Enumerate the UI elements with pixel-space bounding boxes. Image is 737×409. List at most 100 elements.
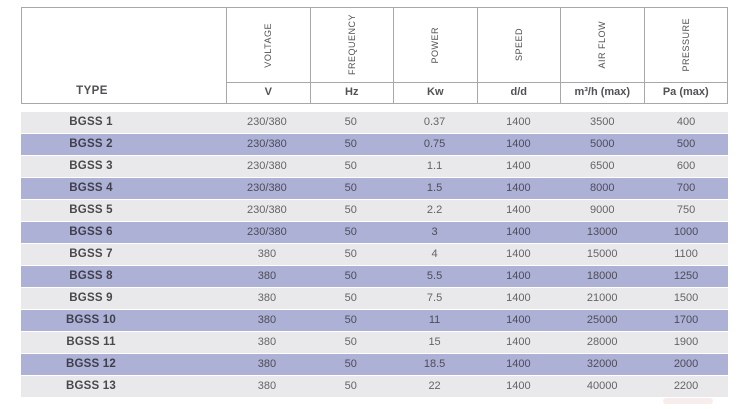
row-voltage-cell: 380 (257, 336, 277, 348)
row-frequency-cell: 50 (344, 182, 357, 194)
row-voltage-cell: 380 (257, 314, 277, 326)
row-speed-cell: 1400 (506, 248, 531, 260)
column-header-airflow: AIR FLOW m³/h (max) (560, 8, 644, 103)
row-power-cell: 0.75 (423, 138, 446, 150)
row-airflow-cell: 15000 (586, 248, 618, 260)
table-row: BGSS 11 380 50 15 1400 28000 1900 (21, 332, 728, 353)
row-voltage-cell: 380 (257, 248, 277, 260)
row-airflow-cell: 8000 (589, 182, 615, 194)
row-pressure-cell: 700 (676, 182, 696, 194)
table-row: BGSS 4 230/380 50 1.5 1400 8000 700 (21, 178, 728, 199)
table-header: TYPE VOLTAGE V FREQUENCY Hz POWER Kw SPE… (21, 7, 728, 104)
rotated-label-wrap: VOLTAGE (227, 8, 310, 83)
airflow-column-label: AIR FLOW (597, 21, 608, 69)
frequency-column-label: FREQUENCY (346, 14, 357, 76)
row-power-cell: 2.2 (426, 204, 443, 216)
row-frequency-cell: 50 (344, 248, 357, 260)
power-unit-label: Kw (427, 86, 444, 98)
table-row: BGSS 7 380 50 4 1400 15000 1100 (21, 244, 728, 265)
type-header-label: TYPE (76, 85, 108, 97)
voltage-unit-label: V (264, 86, 272, 98)
pressure-unit-label: Pa (max) (662, 86, 709, 98)
table-row: BGSS 8 380 50 5.5 1400 18000 1250 (21, 266, 728, 287)
row-speed-cell: 1400 (506, 314, 531, 326)
rotated-label-wrap: AIR FLOW (561, 8, 644, 83)
row-voltage-cell: 230/380 (247, 116, 287, 128)
speed-column-label: SPEED (513, 28, 524, 62)
row-airflow-cell: 13000 (586, 226, 618, 238)
row-frequency-cell: 50 (344, 204, 357, 216)
row-power-cell: 3 (431, 226, 438, 238)
row-airflow-cell: 25000 (586, 314, 618, 326)
row-pressure-cell: 1500 (673, 292, 699, 304)
row-speed-cell: 1400 (506, 160, 531, 172)
rotated-label-wrap: FREQUENCY (310, 8, 393, 83)
row-speed-cell: 1400 (506, 358, 531, 370)
row-airflow-cell: 40000 (586, 380, 618, 392)
row-pressure-cell: 1700 (673, 314, 699, 326)
row-type-cell: BGSS 13 (66, 380, 116, 392)
rotated-label-wrap: PRESSURE (644, 8, 727, 83)
type-column-header: TYPE (22, 8, 226, 103)
row-type-cell: BGSS 1 (69, 116, 113, 128)
row-pressure-cell: 2000 (673, 358, 699, 370)
table-row: BGSS 6 230/380 50 3 1400 13000 1000 (21, 222, 728, 243)
row-power-cell: 11 (428, 314, 441, 326)
row-type-cell: BGSS 11 (66, 336, 116, 348)
row-power-cell: 0.37 (423, 116, 446, 128)
row-power-cell: 5.5 (426, 270, 443, 282)
row-speed-cell: 1400 (506, 270, 531, 282)
row-airflow-cell: 9000 (589, 204, 615, 216)
row-pressure-cell: 1100 (674, 248, 698, 260)
table-row: BGSS 1 230/380 50 0.37 1400 3500 400 (21, 112, 728, 133)
row-frequency-cell: 50 (344, 226, 357, 238)
row-speed-cell: 1400 (506, 204, 531, 216)
column-header-power: POWER Kw (393, 8, 477, 103)
row-pressure-cell: 1900 (673, 336, 699, 348)
row-voltage-cell: 230/380 (247, 138, 287, 150)
row-type-cell: BGSS 8 (69, 270, 113, 282)
row-pressure-cell: 750 (676, 204, 696, 216)
table-row: BGSS 10 380 50 11 1400 25000 1700 (21, 310, 728, 331)
row-voltage-cell: 380 (257, 380, 277, 392)
column-header-voltage: VOLTAGE V (226, 8, 310, 103)
table-row: BGSS 3 230/380 50 1.1 1400 6500 600 (21, 156, 728, 177)
row-speed-cell: 1400 (506, 292, 531, 304)
rotated-label-wrap: SPEED (477, 8, 560, 83)
row-airflow-cell: 21000 (586, 292, 618, 304)
row-pressure-cell: 500 (676, 138, 696, 150)
row-type-cell: BGSS 6 (69, 226, 113, 238)
column-header-speed: SPEED d/d (476, 8, 560, 103)
row-airflow-cell: 5000 (589, 138, 615, 150)
row-airflow-cell: 32000 (586, 358, 618, 370)
row-power-cell: 18.5 (423, 358, 446, 370)
row-voltage-cell: 380 (257, 358, 277, 370)
row-airflow-cell: 18000 (586, 270, 618, 282)
row-speed-cell: 1400 (506, 336, 531, 348)
faint-watermark-smudge (663, 398, 713, 404)
row-voltage-cell: 230/380 (247, 160, 287, 172)
row-speed-cell: 1400 (506, 226, 531, 238)
row-frequency-cell: 50 (344, 336, 357, 348)
row-type-cell: BGSS 12 (66, 358, 116, 370)
row-speed-cell: 1400 (506, 138, 531, 150)
table-row: BGSS 13 380 50 22 1400 40000 2200 (21, 376, 728, 397)
table-row: BGSS 9 380 50 7.5 1400 21000 1500 (21, 288, 728, 309)
row-pressure-cell: 400 (676, 116, 696, 128)
row-pressure-cell: 600 (676, 160, 696, 172)
row-frequency-cell: 50 (344, 292, 357, 304)
frequency-unit-label: Hz (345, 86, 359, 98)
row-speed-cell: 1400 (506, 116, 531, 128)
column-header-frequency: FREQUENCY Hz (309, 8, 393, 103)
power-column-label: POWER (430, 26, 441, 64)
row-power-cell: 4 (431, 248, 438, 260)
row-type-cell: BGSS 10 (66, 314, 116, 326)
row-power-cell: 22 (428, 380, 441, 392)
airflow-unit-label: m³/h (max) (574, 86, 631, 98)
row-pressure-cell: 1000 (673, 226, 699, 238)
row-airflow-cell: 3500 (589, 116, 615, 128)
row-frequency-cell: 50 (344, 270, 357, 282)
row-power-cell: 1.1 (426, 160, 443, 172)
row-pressure-cell: 2200 (673, 380, 699, 392)
row-type-cell: BGSS 5 (69, 204, 113, 216)
